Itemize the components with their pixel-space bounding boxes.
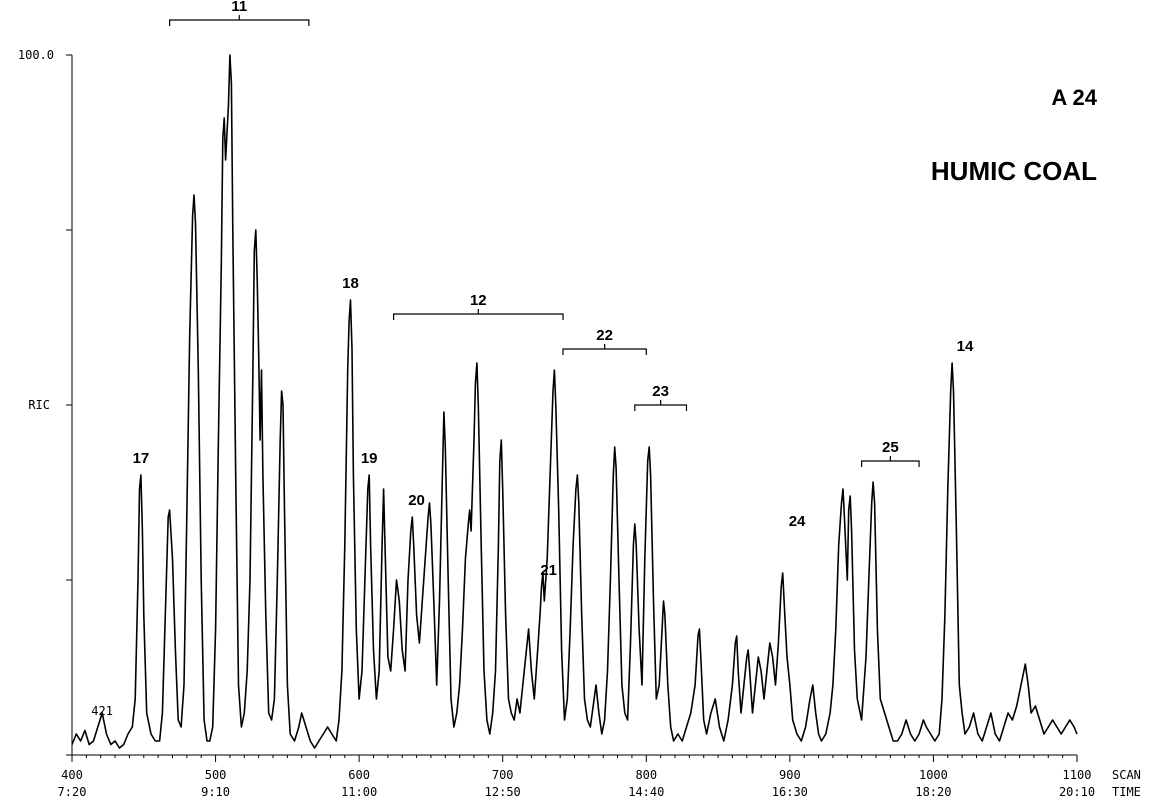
x-tick-label-scan: 700 (492, 768, 514, 782)
peak-label: 17 (133, 450, 150, 467)
x-tick-label-time: 9:10 (201, 785, 230, 799)
bracket-label: 11 (231, 0, 247, 15)
bracket-label: 23 (652, 383, 669, 400)
peak-label: 14 (957, 338, 974, 355)
x-tick-label-time: 11:00 (341, 785, 377, 799)
x-tick-label-time: 14:40 (628, 785, 664, 799)
x-tick-label-scan: 800 (635, 768, 657, 782)
bracket-label: 22 (596, 327, 613, 344)
peak-label: 19 (361, 450, 378, 467)
axes: 400 7:20 500 9:10 600 11:00 700 12:50 800 14:40 90… (58, 54, 1095, 799)
x-tick-label-scan: 1100 (1063, 768, 1092, 782)
series-layer (71, 54, 1078, 749)
bracket-mark (861, 456, 920, 467)
bracket-label: 12 (470, 292, 487, 309)
x-tick-label-scan: 1000 (919, 768, 948, 782)
x-tick-label-time: 12:50 (485, 785, 521, 799)
peak-label: 21 (540, 562, 557, 579)
x-tick-label-scan: 900 (779, 768, 801, 782)
peak-label: 24 (789, 513, 806, 530)
peak-label: 18 (342, 275, 359, 292)
annotations-layer: 421 17 18 19 20 21 24 14 11 12 22 23 25 (91, 0, 974, 718)
x-tick-label-scan: 600 (348, 768, 370, 782)
x-tick-label-scan: 500 (205, 768, 227, 782)
x-tick-label-scan: 400 (61, 768, 83, 782)
x-tick-label-time: 18:20 (915, 785, 951, 799)
bracket-mark (634, 400, 688, 411)
y-max-label: 100.0 (18, 48, 54, 62)
x-axis-label-time: TIME (1112, 785, 1141, 799)
peak-label: 421 (91, 704, 113, 718)
x-axis-label-scan: SCAN (1112, 768, 1141, 782)
bracket-label: 25 (882, 439, 899, 456)
x-tick-label-time: 16:30 (772, 785, 808, 799)
x-tick-label-time: 7:20 (58, 785, 87, 799)
peak-label: 20 (408, 492, 425, 509)
bracket-mark (393, 309, 564, 320)
bracket-mark (562, 344, 647, 355)
chart-title: A 24 (1051, 85, 1097, 110)
series-trace (71, 54, 1078, 749)
y-axis-label: RIC (28, 398, 50, 412)
bracket-mark (169, 15, 310, 26)
x-tick-label-time: 20:10 (1059, 785, 1095, 799)
chart-subtitle: HUMIC COAL (931, 156, 1097, 186)
